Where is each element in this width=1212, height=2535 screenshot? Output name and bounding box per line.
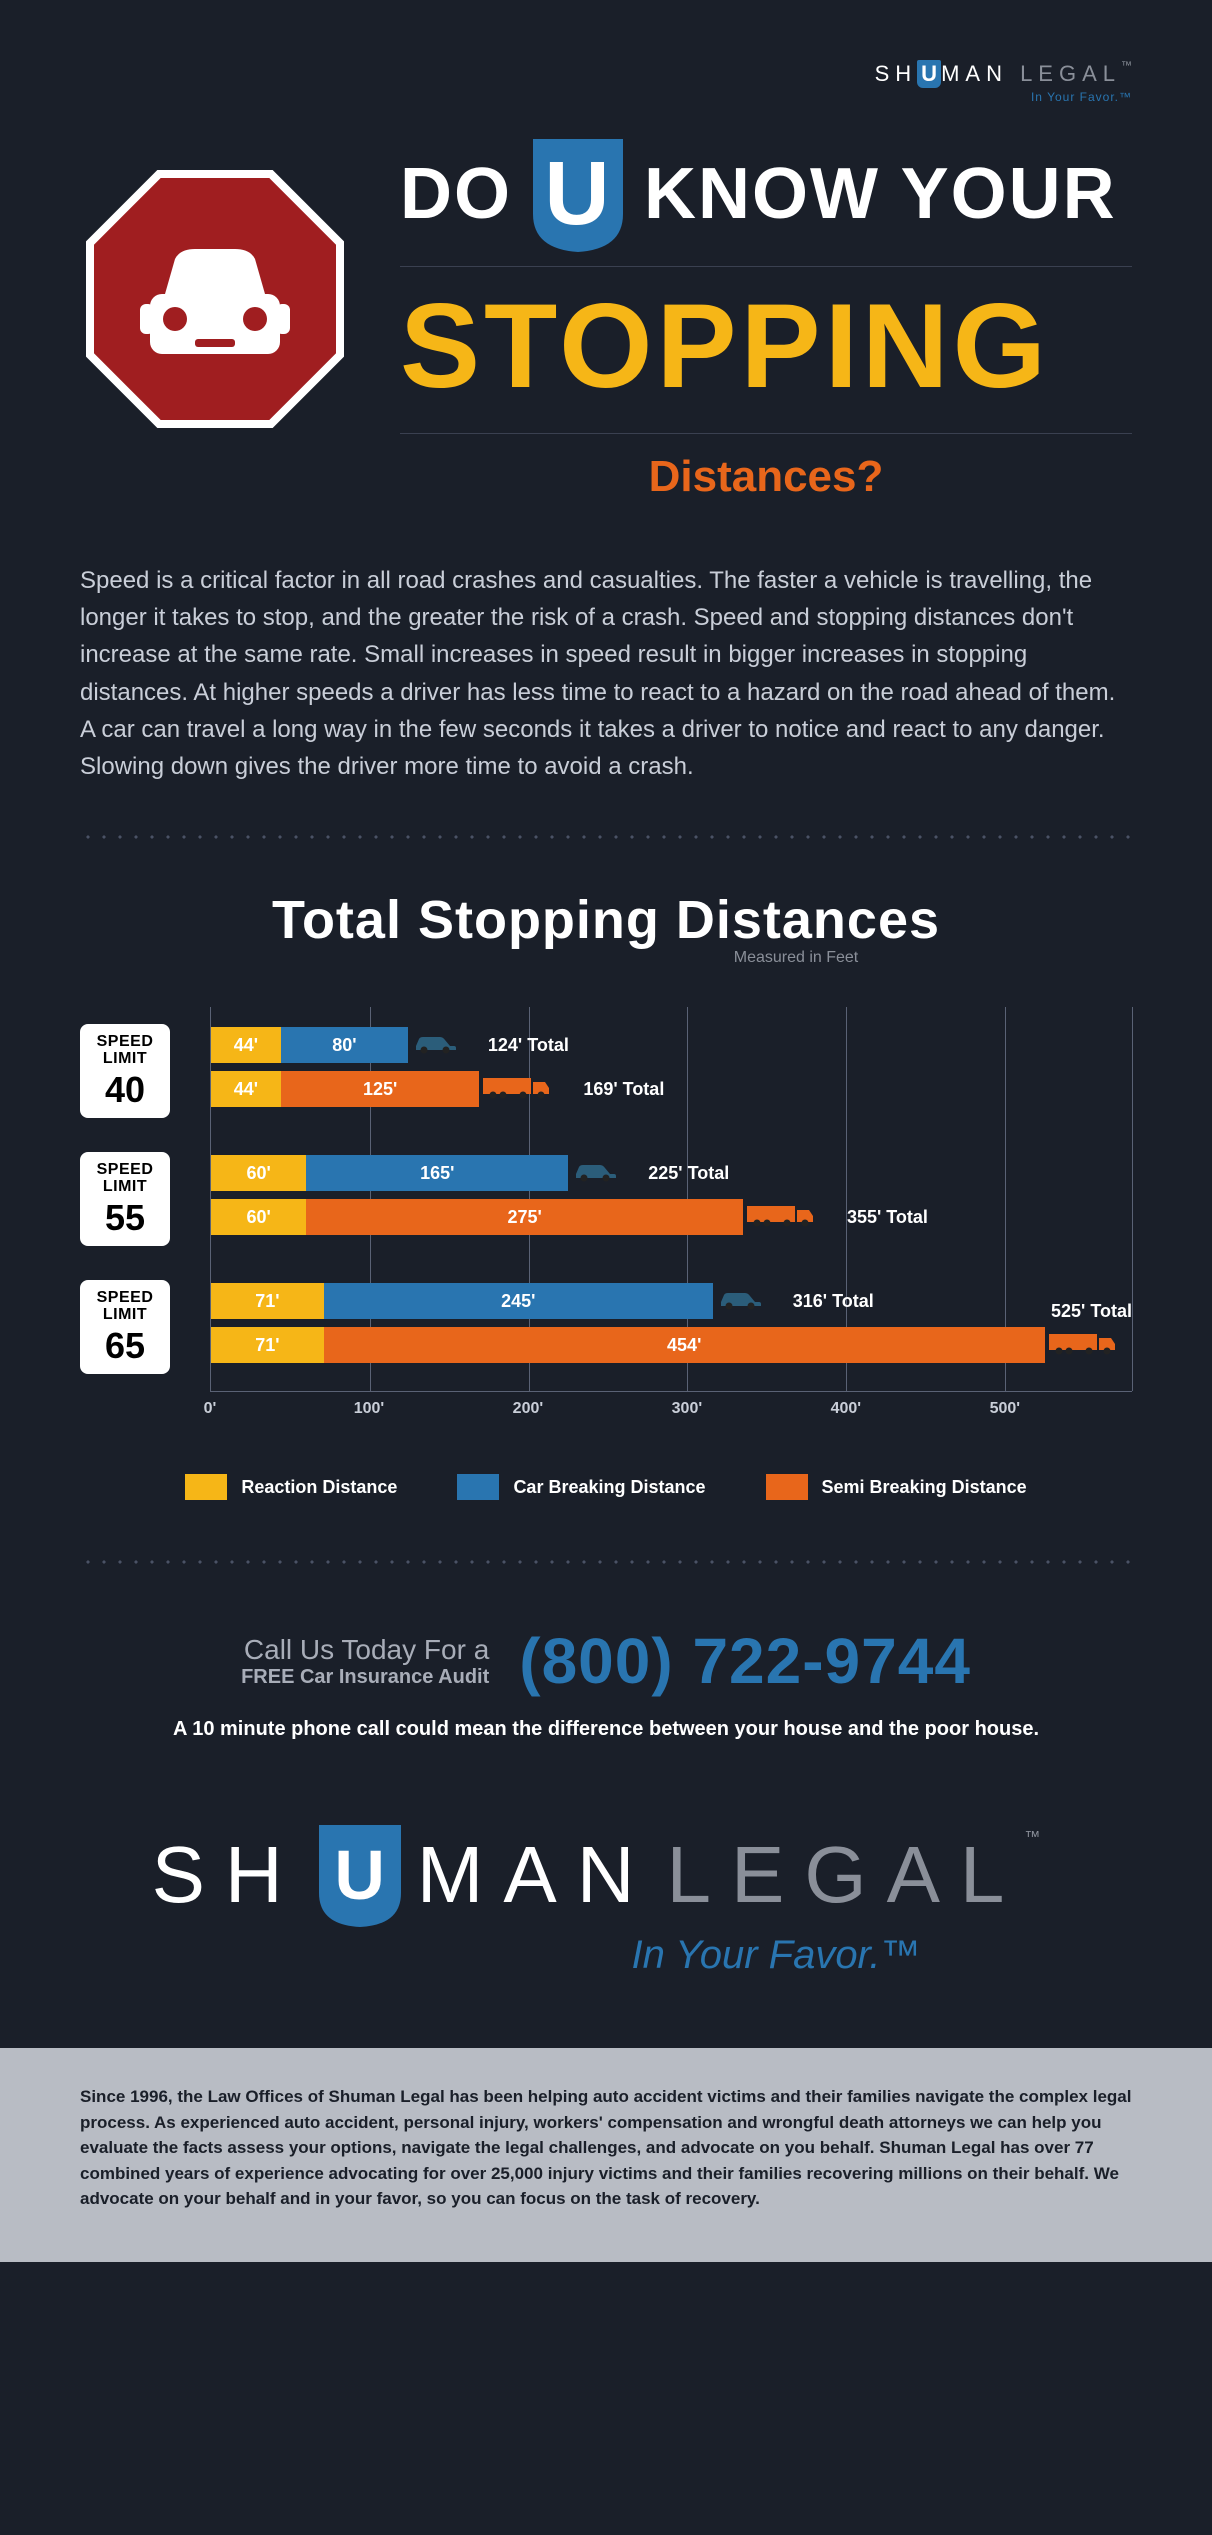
cta-subtext: A 10 minute phone call could mean the di…	[80, 1718, 1132, 1741]
stop-sign-icon	[80, 164, 350, 439]
car-icon	[717, 1288, 763, 1315]
bar-row-semi: 60'275' 355' Total	[211, 1199, 1132, 1235]
top-logo: SHUMAN LEGAL™ In Your Favor.™	[0, 0, 1212, 104]
speed-limit-badge: SPEEDLIMIT40	[80, 1007, 210, 1135]
logo-tm: ™	[1121, 60, 1132, 72]
truck-icon	[483, 1074, 553, 1105]
x-tick: 100'	[354, 1400, 385, 1418]
legend-semi: Semi Breaking Distance	[766, 1474, 1027, 1500]
legend-reaction: Reaction Distance	[185, 1474, 397, 1500]
bar-row-car: 44'80' 124' Total	[211, 1027, 1132, 1063]
bar-total-car: 124' Total	[488, 1035, 569, 1056]
bar-row-car: 71'245' 316' Total	[211, 1283, 1132, 1319]
chart-legend: Reaction Distance Car Breaking Distance …	[80, 1474, 1132, 1500]
legend-car: Car Breaking Distance	[457, 1474, 705, 1500]
bar-seg-reaction: 44'	[211, 1071, 281, 1107]
bar-row-semi: 44'125' 169' Total	[211, 1071, 1132, 1107]
car-icon	[412, 1032, 458, 1059]
logo-u-badge-small: U	[917, 60, 941, 88]
bar-total-car: 316' Total	[793, 1291, 874, 1312]
footer-text: Since 1996, the Law Offices of Shuman Le…	[0, 2048, 1212, 2262]
x-tick: 500'	[990, 1400, 1021, 1418]
x-tick: 200'	[513, 1400, 544, 1418]
hero-line1: DO U KNOW YOUR	[400, 134, 1132, 267]
chart-area: SPEEDLIMIT40SPEEDLIMIT55SPEEDLIMIT65 44'…	[80, 1007, 1132, 1424]
logo-sh: SH	[875, 61, 918, 86]
bar-seg-car-brake: 245'	[324, 1283, 713, 1319]
swatch-car	[457, 1474, 499, 1500]
chart-subtitle: Measured in Feet	[460, 949, 1132, 967]
speed-limit-badge: SPEEDLIMIT65	[80, 1263, 210, 1391]
x-tick: 300'	[672, 1400, 703, 1418]
swatch-semi	[766, 1474, 808, 1500]
bar-group: 71'245'316' Total71'454'525' Total	[211, 1263, 1132, 1391]
logo-legal: LEGAL	[1008, 61, 1121, 86]
cta-phone[interactable]: (800) 722-9744	[519, 1624, 971, 1698]
bar-group: 44'80' 124' Total 44'125' 169' Total	[211, 1007, 1132, 1135]
bar-seg-semi-brake: 125'	[281, 1071, 479, 1107]
bar-seg-semi-brake: 454'	[324, 1327, 1045, 1363]
x-tick: 0'	[204, 1400, 217, 1418]
logo-tagline-small: In Your Favor.™	[0, 90, 1132, 104]
bar-seg-reaction: 44'	[211, 1027, 281, 1063]
x-tick: 400'	[831, 1400, 862, 1418]
cta: Call Us Today For a FREE Car Insurance A…	[0, 1564, 1212, 1781]
bar-row-semi: 71'454'525' Total	[211, 1327, 1132, 1363]
intro-paragraph: Speed is a critical factor in all road c…	[0, 542, 1212, 835]
bar-seg-semi-brake: 275'	[306, 1199, 743, 1235]
chart-section: Total Stopping Distances Measured in Fee…	[0, 839, 1212, 1560]
bar-total-semi: 169' Total	[583, 1079, 664, 1100]
bar-total-semi: 355' Total	[847, 1207, 928, 1228]
bar-seg-reaction: 60'	[211, 1155, 306, 1191]
bar-row-car: 60'165' 225' Total	[211, 1155, 1132, 1191]
hero-stopping: STOPPING	[400, 267, 1132, 434]
truck-icon	[1049, 1330, 1119, 1361]
bar-total-semi: 525' Total	[1051, 1301, 1132, 1322]
bar-seg-reaction: 60'	[211, 1199, 306, 1235]
hero-u-badge: U	[528, 134, 628, 254]
hero-do: DO	[400, 153, 512, 235]
biglogo-sh: SH	[152, 1829, 303, 1921]
bar-group: 60'165' 225' Total 60'275' 355' Total	[211, 1135, 1132, 1263]
logo-man: MAN	[941, 61, 1008, 86]
speed-limit-badge: SPEEDLIMIT55	[80, 1135, 210, 1263]
bar-seg-reaction: 71'	[211, 1283, 324, 1319]
car-icon	[572, 1160, 618, 1187]
biglogo-u-badge: U	[315, 1821, 405, 1929]
hero: DO U KNOW YOUR STOPPING Distances?	[0, 104, 1212, 542]
bar-seg-car-brake: 80'	[281, 1027, 408, 1063]
x-axis: 0'100'200'300'400'500'	[210, 1400, 1132, 1424]
biglogo-man: MAN	[417, 1829, 655, 1921]
biglogo-tagline: In Your Favor.™	[340, 1933, 1212, 1978]
bar-total-car: 225' Total	[648, 1163, 729, 1184]
hero-know-your: KNOW YOUR	[644, 153, 1117, 235]
hero-distances: Distances?	[400, 434, 1132, 502]
truck-icon	[747, 1202, 817, 1233]
swatch-reaction	[185, 1474, 227, 1500]
cta-text: Call Us Today For a FREE Car Insurance A…	[241, 1634, 489, 1689]
bar-seg-reaction: 71'	[211, 1327, 324, 1363]
big-logo: SH U MAN LEGAL™ In Your Favor.™	[0, 1781, 1212, 2048]
chart-title: Total Stopping Distances	[80, 889, 1132, 951]
biglogo-legal: LEGAL	[666, 1830, 1024, 1919]
bar-seg-car-brake: 165'	[306, 1155, 568, 1191]
